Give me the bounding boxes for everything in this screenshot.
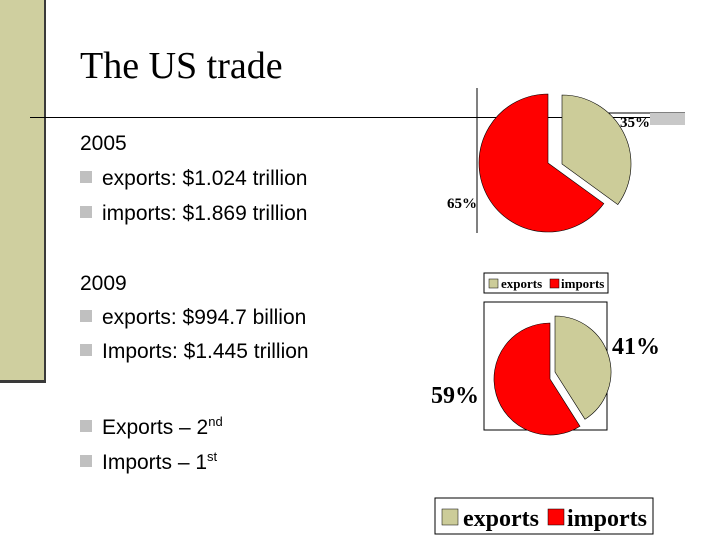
legend: exports imports [434, 497, 654, 535]
list-item: Exports – 2nd [80, 408, 223, 442]
legend-box [483, 272, 609, 294]
sidebar-accent [0, 0, 46, 383]
slide-title: The US trade [80, 45, 283, 87]
legend-swatch-imports [549, 278, 560, 289]
bullet-square-icon [80, 171, 92, 183]
legend: exports imports [483, 272, 609, 294]
pie-slice-imports [493, 322, 581, 436]
imports-rank-suffix: st [207, 449, 218, 464]
imports-rank-text: Imports – 1 [102, 451, 208, 474]
list-item: Imports: $1.445 trillion [80, 338, 309, 366]
legend-swatch-exports [441, 508, 459, 526]
year-2009-heading: 2009 [80, 272, 127, 295]
exports-rank-text: Exports – 2 [102, 416, 209, 439]
bullet-square-icon [80, 206, 92, 218]
legend-label-exports: exports [463, 506, 539, 532]
legend-box [434, 497, 654, 535]
exports-rank-suffix: nd [208, 414, 223, 429]
list-item: Imports – 1st [80, 443, 217, 477]
legend-label-exports: exports [501, 276, 542, 291]
imports-2009-text: Imports: $1.445 trillion [102, 340, 309, 363]
pie-slice-exports [561, 94, 632, 205]
pie-slice-exports [554, 315, 612, 420]
plot-area-border [483, 301, 608, 431]
list-item: imports: $1.869 trillion [80, 200, 307, 228]
title-divider [30, 117, 685, 118]
data-label-imports: 65% [447, 196, 477, 212]
legend-label-imports: imports [561, 276, 604, 291]
exports-2009-text: exports: $994.7 billion [102, 306, 307, 329]
list-item: exports: $994.7 billion [80, 304, 306, 332]
data-label-exports: 41% [612, 334, 660, 360]
exports-2005-text: exports: $1.024 trillion [102, 167, 308, 190]
legend-swatch-imports [547, 508, 565, 526]
legend-swatch-exports [488, 278, 499, 289]
imports-2005-text: imports: $1.869 trillion [102, 202, 308, 225]
data-label-imports: 59% [431, 383, 479, 409]
list-item: exports: $1.024 trillion [80, 165, 307, 193]
bullet-square-icon [80, 455, 92, 467]
pie-slice-imports [478, 93, 605, 233]
bullet-square-icon [80, 344, 92, 356]
bullet-square-icon [80, 310, 92, 322]
bullet-square-icon [80, 420, 92, 432]
legend-label-imports: imports [567, 506, 647, 532]
year-2005-heading: 2005 [80, 132, 127, 155]
plot-area-border [650, 113, 685, 125]
